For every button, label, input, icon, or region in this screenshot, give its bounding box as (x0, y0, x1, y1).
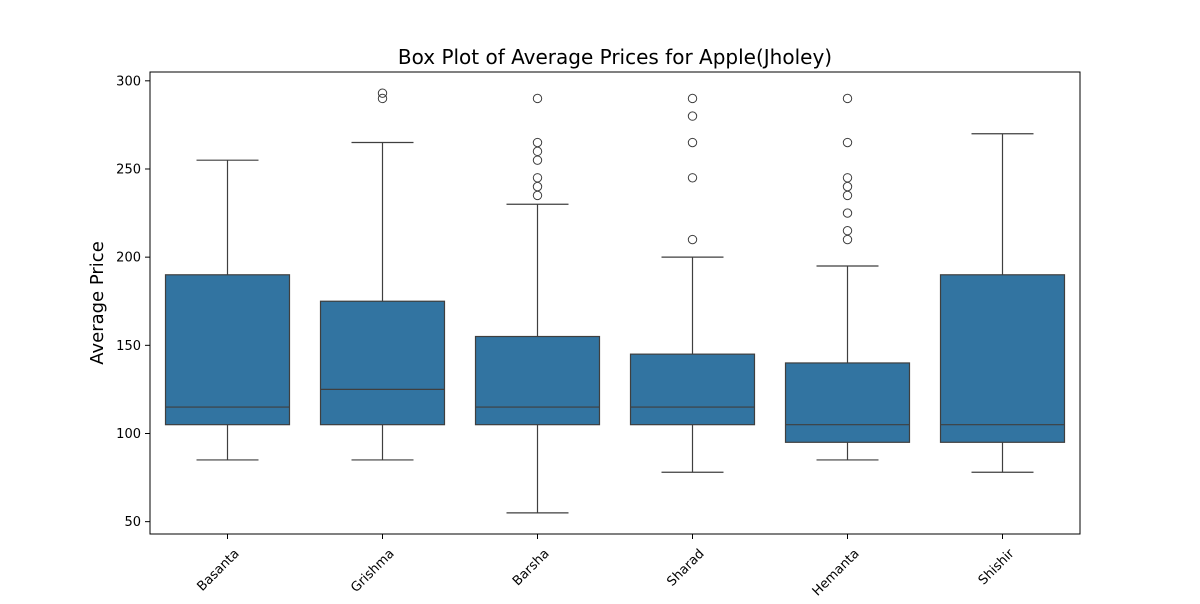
outlier-point (842, 226, 853, 236)
outlier-point (687, 111, 698, 121)
y-tick-label: 100 (116, 427, 141, 442)
y-tick-label: 150 (116, 339, 141, 354)
outlier-point (532, 137, 543, 148)
iqr-box (474, 335, 601, 426)
x-tick-label: Barsha (510, 546, 553, 589)
iqr-box (939, 274, 1066, 443)
x-tick-label: Sharad (664, 546, 707, 589)
iqr-box (629, 353, 756, 426)
x-tick-label: Shishir (976, 546, 1018, 588)
box-group-shishir (939, 133, 1066, 473)
y-tick-label: 300 (116, 74, 141, 89)
x-tick-label: Hemanta (810, 546, 863, 599)
y-tick-label: 200 (116, 251, 141, 266)
y-axis-label: Average Price (87, 241, 108, 365)
outlier-point (842, 181, 853, 192)
outlier-point (842, 93, 853, 104)
iqr-box (164, 274, 291, 426)
plot-frame (149, 71, 1081, 535)
outlier-point (687, 234, 698, 245)
y-tick-label: 50 (124, 515, 141, 530)
x-tick-label: Basanta (195, 546, 243, 594)
outlier-point (842, 137, 853, 148)
x-tick-label: Grishma (348, 546, 397, 595)
outlier-point (842, 208, 853, 218)
chart-title: Box Plot of Average Prices for Apple(Jho… (398, 45, 832, 69)
outlier-point (532, 173, 543, 183)
outlier-point (842, 173, 853, 183)
outlier-point (687, 173, 698, 183)
outlier-point (532, 155, 543, 165)
outlier-point (377, 93, 388, 104)
outlier-point (687, 93, 698, 104)
outlier-point (687, 137, 698, 148)
outlier-point (532, 190, 543, 201)
outlier-point (842, 234, 853, 245)
box-group-barsha (474, 93, 601, 514)
outlier-point (842, 190, 853, 201)
outlier-point (532, 181, 543, 192)
plot-area: 50 100 150 200 250 300 Basanta Grishma Barsha Sha… (116, 71, 1081, 599)
box-group-sharad (629, 93, 756, 473)
box-group-grishma (319, 88, 446, 461)
iqr-box (784, 362, 911, 443)
y-tick-label: 250 (116, 162, 141, 177)
box-group-hemanta (784, 93, 911, 461)
outlier-point (532, 146, 543, 157)
outlier-point (377, 88, 388, 98)
box-group-basanta (164, 159, 291, 461)
outlier-point (532, 93, 543, 104)
iqr-box (319, 300, 446, 426)
